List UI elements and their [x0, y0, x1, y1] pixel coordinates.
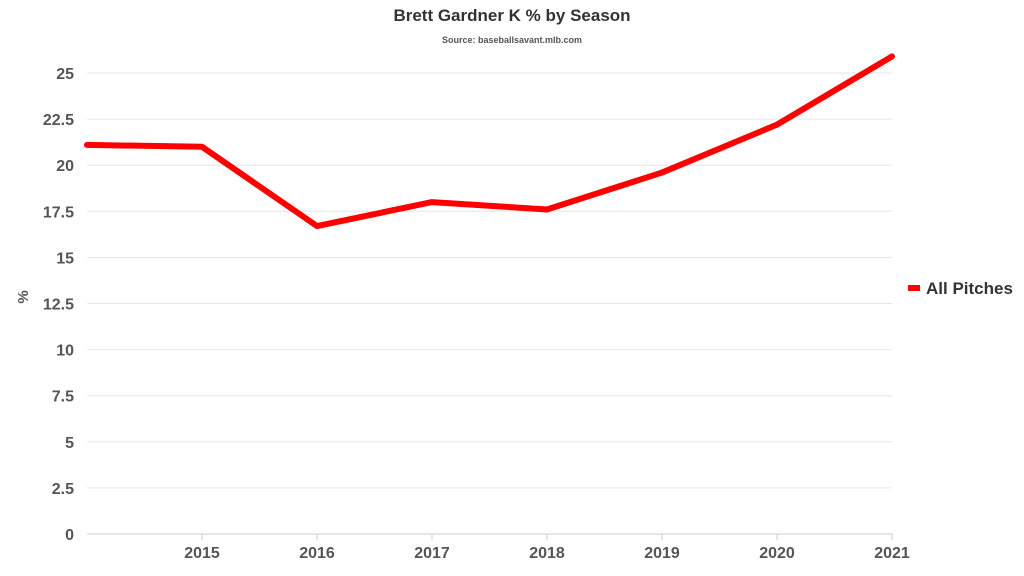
- chart-subtitle: Source: baseballsavant.mlb.com: [441, 35, 583, 45]
- y-tick-label: 12.5: [43, 297, 74, 314]
- x-axis: 2015 2016 2017 2018 2019 2020 2021: [87, 533, 910, 562]
- data-point[interactable]: [429, 199, 435, 205]
- data-point[interactable]: [659, 170, 665, 176]
- y-tick-label: 22.5: [43, 112, 74, 129]
- data-point[interactable]: [544, 206, 550, 212]
- y-tick-label: 17.5: [43, 204, 74, 221]
- y-tick-label: 25: [56, 66, 74, 83]
- y-tick-label: 15: [56, 250, 74, 267]
- data-point[interactable]: [199, 144, 205, 150]
- x-tick-label: 2020: [759, 545, 795, 562]
- legend[interactable]: All Pitches: [908, 279, 1013, 298]
- y-tick-label: 10: [56, 343, 74, 360]
- x-tick-label: 2017: [414, 545, 450, 562]
- legend-label: All Pitches: [926, 279, 1013, 298]
- data-point[interactable]: [889, 53, 895, 59]
- chart-title: Brett Gardner K % by Season: [393, 6, 631, 25]
- y-tick-label: 7.5: [52, 389, 74, 406]
- data-point[interactable]: [314, 223, 320, 229]
- data-point[interactable]: [774, 122, 780, 128]
- x-tick-label: 2018: [529, 545, 565, 562]
- series-line: [84, 53, 895, 230]
- y-axis-ticks: 0 2.5 5 7.5 10 12.5 15 17.5 20 22.5 25: [43, 66, 74, 544]
- x-tick-label: 2021: [874, 545, 910, 562]
- x-tick-label: 2016: [299, 545, 335, 562]
- y-tick-label: 5: [65, 435, 74, 452]
- data-point[interactable]: [84, 142, 90, 148]
- gridlines: [87, 72, 892, 489]
- y-tick-label: 2.5: [52, 481, 74, 498]
- x-tick-label: 2019: [644, 545, 680, 562]
- series-layer: [84, 53, 895, 230]
- y-tick-label: 0: [65, 527, 74, 544]
- y-axis-title: %: [15, 290, 32, 303]
- y-tick-label: 20: [56, 158, 74, 175]
- x-tick-label: 2015: [184, 545, 220, 562]
- legend-swatch: [908, 285, 920, 291]
